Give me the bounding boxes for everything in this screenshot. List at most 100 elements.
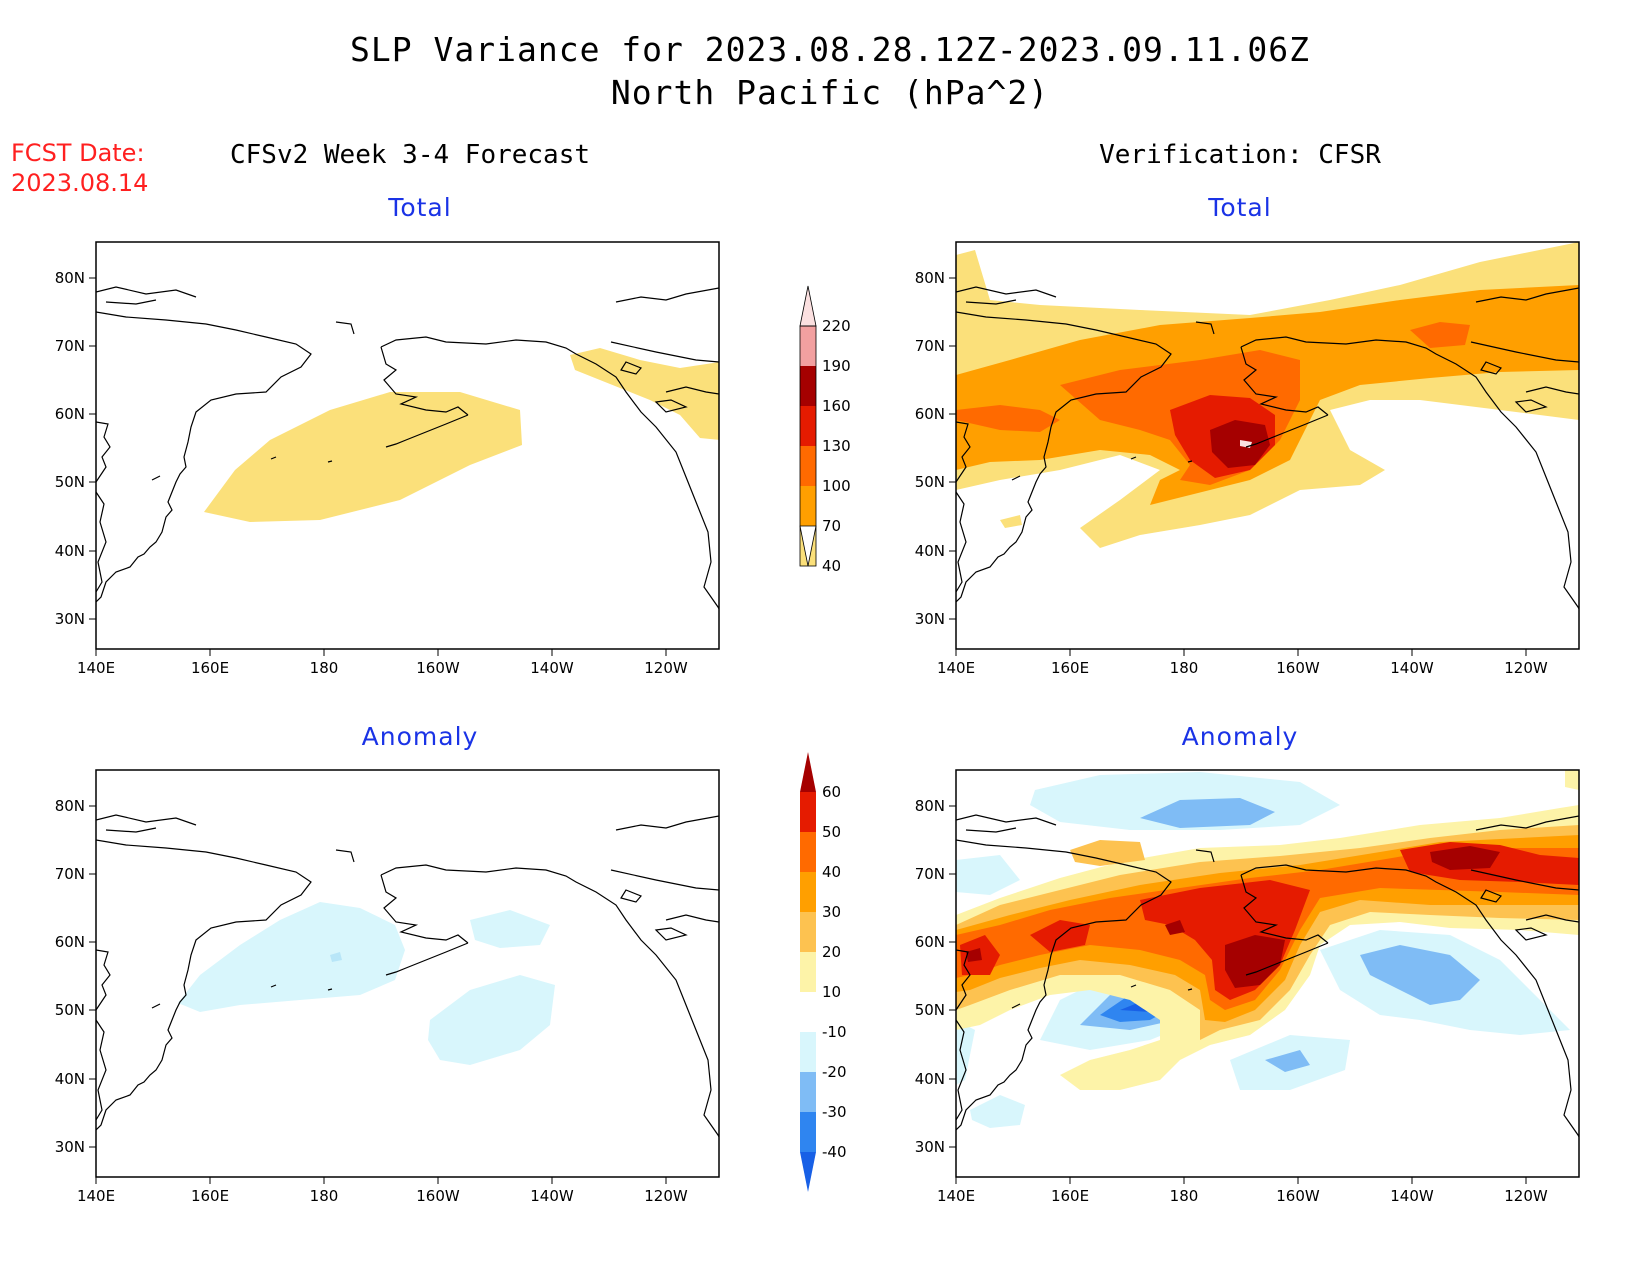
lon-tick-label: 140E: [77, 659, 115, 677]
lat-tick-label: 50N: [55, 1001, 85, 1019]
lat-tick-label: 60N: [55, 405, 85, 423]
lat-tick-label: 60N: [915, 405, 945, 423]
lon-tick-label: 180: [1170, 659, 1199, 677]
lon-tick-label: 120W: [1504, 1187, 1548, 1205]
total-colorbar-label: 190: [822, 357, 851, 375]
anomaly-colorbar-box: [800, 872, 816, 912]
lon-tick-label: 140W: [1390, 1187, 1434, 1205]
total-colorbar-label: 130: [822, 437, 851, 455]
verification-total-label: Total: [1208, 193, 1272, 222]
anomaly-colorbar-label: 30: [822, 903, 841, 921]
figure-title-line2: North Pacific (hPa^2): [610, 73, 1050, 112]
lat-tick-label: 40N: [915, 1070, 945, 1088]
total-colorbar-box: [800, 366, 816, 406]
fcst-date-value: 2023.08.14: [11, 169, 149, 197]
anomaly-colorbar: -40 -30 -20 -10 10 20 30 40 50 60: [800, 752, 847, 1192]
anomaly-colorbar-label: 60: [822, 783, 841, 801]
lat-tick-label: 40N: [55, 1070, 85, 1088]
total-colorbar-top-arrow: [799, 285, 817, 327]
total-colorbar-label: 70: [822, 517, 841, 535]
lon-tick-label: 140E: [937, 659, 975, 677]
lon-tick-label: 160E: [1051, 659, 1089, 677]
lat-tick-label: 80N: [55, 797, 85, 815]
lat-tick-label: 30N: [55, 1138, 85, 1156]
lon-tick-label: 160W: [416, 659, 460, 677]
anomaly-colorbar-label: -10: [822, 1023, 847, 1041]
lon-tick-label: 140E: [937, 1187, 975, 1205]
lon-tick-label: 120W: [1504, 659, 1548, 677]
lat-tick-label: 80N: [55, 269, 85, 287]
anomaly-colorbar-label: -40: [822, 1143, 847, 1161]
anomaly-colorbar-box: [800, 1112, 816, 1152]
lon-tick-label: 160E: [191, 1187, 229, 1205]
anomaly-colorbar-box: [800, 952, 816, 992]
total-colorbar-label: 40: [822, 557, 841, 575]
lat-tick-label: 30N: [915, 610, 945, 628]
anomaly-colorbar-label: 10: [822, 983, 841, 1001]
lat-tick-label: 50N: [915, 473, 945, 491]
lat-tick-label: 50N: [915, 1001, 945, 1019]
total-colorbar-box: [800, 406, 816, 446]
lat-tick-label: 60N: [55, 933, 85, 951]
lon-tick-label: 140W: [530, 659, 574, 677]
lat-tick-label: 60N: [915, 933, 945, 951]
lon-tick-label: 160W: [416, 1187, 460, 1205]
lat-tick-label: 50N: [55, 473, 85, 491]
anomaly-colorbar-label: -20: [822, 1063, 847, 1081]
lat-tick-label: 70N: [55, 337, 85, 355]
anomaly-colorbar-box: [800, 792, 816, 832]
total-colorbar-label: 220: [822, 317, 851, 335]
lat-tick-label: 40N: [915, 542, 945, 560]
lat-tick-label: 70N: [55, 865, 85, 883]
anomaly-colorbar-label: 50: [822, 823, 841, 841]
axes-layer: 80N 70N 60N 50N 40N 30N 140E 160E 180 160W 140W 120…: [55, 269, 1548, 1205]
total-colorbar-box: [800, 446, 816, 486]
total-colorbar-label: 160: [822, 397, 851, 415]
lon-tick-label: 160W: [1276, 659, 1320, 677]
lat-tick-label: 30N: [915, 1138, 945, 1156]
lon-tick-label: 160W: [1276, 1187, 1320, 1205]
lon-tick-label: 140W: [1390, 659, 1434, 677]
fcst-date-label: FCST Date:: [11, 139, 145, 167]
lon-tick-label: 180: [1170, 1187, 1199, 1205]
total-colorbar: 40 70 100 130 160 190 220: [799, 285, 851, 575]
total-colorbar-box: [800, 326, 816, 366]
forecast-column-title: CFSv2 Week 3-4 Forecast: [229, 140, 591, 170]
figure-title-line1: SLP Variance for 2023.08.28.12Z-2023.09.…: [350, 30, 1310, 69]
anomaly-colorbar-box: [800, 832, 816, 872]
anomaly-colorbar-label: 20: [822, 943, 841, 961]
lat-tick-label: 40N: [55, 542, 85, 560]
lat-tick-label: 30N: [55, 610, 85, 628]
lat-tick-label: 70N: [915, 337, 945, 355]
lon-tick-label: 120W: [644, 659, 688, 677]
anomaly-colorbar-box: [800, 1032, 816, 1072]
lon-tick-label: 180: [310, 659, 339, 677]
verification-total-map: [955, 241, 1580, 650]
anomaly-colorbar-bottom-arrow: [800, 1152, 816, 1192]
lon-tick-label: 160E: [191, 659, 229, 677]
forecast-anomaly-label: Anomaly: [361, 722, 479, 751]
total-colorbar-bottom-arrow: [799, 525, 817, 567]
lon-tick-label: 180: [310, 1187, 339, 1205]
lon-tick-label: 140E: [77, 1187, 115, 1205]
total-colorbar-label: 100: [822, 477, 851, 495]
anomaly-colorbar-label: -30: [822, 1103, 847, 1121]
forecast-total-label: Total: [388, 193, 452, 222]
anomaly-colorbar-label: 40: [822, 863, 841, 881]
anomaly-colorbar-box: [800, 992, 816, 1032]
verification-column-title: Verification: CFSR: [1099, 140, 1381, 170]
verification-anomaly-map: [955, 769, 1580, 1178]
lat-tick-label: 80N: [915, 797, 945, 815]
lon-tick-label: 140W: [530, 1187, 574, 1205]
lon-tick-label: 120W: [644, 1187, 688, 1205]
total-colorbar-box: [800, 486, 816, 526]
anomaly-colorbar-box: [800, 1072, 816, 1112]
lat-tick-label: 70N: [915, 865, 945, 883]
verification-anomaly-label: Anomaly: [1181, 722, 1299, 751]
lat-tick-label: 80N: [915, 269, 945, 287]
forecast-total-map: [95, 241, 720, 650]
lon-tick-label: 160E: [1051, 1187, 1089, 1205]
anomaly-colorbar-box: [800, 912, 816, 952]
forecast-anomaly-map: [95, 769, 720, 1178]
